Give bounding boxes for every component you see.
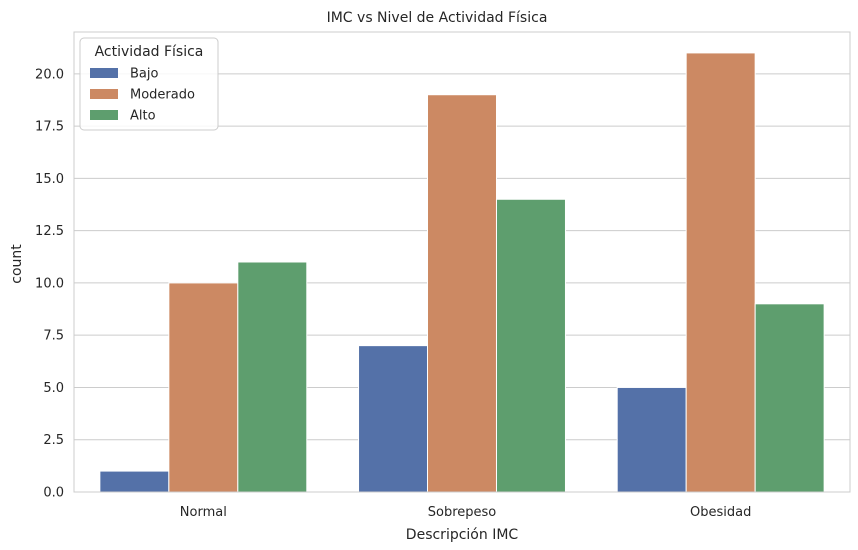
legend: Actividad Física Bajo Moderado Alto xyxy=(79,37,219,131)
y-tick-label: 5.0 xyxy=(43,381,64,396)
chart-title: IMC vs Nivel de Actividad Física xyxy=(327,10,548,26)
y-tick-label: 2.5 xyxy=(43,433,64,448)
y-tick-label: 15.0 xyxy=(35,172,64,187)
legend-box xyxy=(79,37,219,131)
x-tick-labels: Normal Sobrepeso Obesidad xyxy=(180,505,752,520)
legend-swatch-bajo xyxy=(90,68,118,78)
x-tick-label: Obesidad xyxy=(690,505,751,520)
bar-moderado-sobrepeso xyxy=(427,94,497,493)
bar-moderado-normal xyxy=(168,282,239,493)
bar-bajo-sobrepeso xyxy=(358,345,429,493)
x-axis-label: Descripción IMC xyxy=(406,527,519,543)
y-tick-label: 0.0 xyxy=(43,486,64,501)
bars xyxy=(99,52,825,493)
legend-label-alto: Alto xyxy=(130,109,156,124)
y-axis-label: count xyxy=(9,244,25,284)
legend-label-bajo: Bajo xyxy=(130,67,158,82)
bar-alto-normal xyxy=(237,261,308,493)
bar-bajo-normal xyxy=(99,470,170,493)
bar-alto-obesidad xyxy=(754,303,825,493)
legend-title: Actividad Física xyxy=(95,44,204,60)
x-tick-label: Normal xyxy=(180,505,227,520)
legend-swatch-alto xyxy=(90,110,118,120)
x-tick-label: Sobrepeso xyxy=(428,505,497,520)
y-tick-label: 7.5 xyxy=(43,329,64,344)
y-tick-label: 12.5 xyxy=(35,224,64,239)
bar-bajo-obesidad xyxy=(616,386,687,493)
y-tick-label: 10.0 xyxy=(35,276,64,291)
bar-alto-sobrepeso xyxy=(495,198,566,493)
legend-swatch-moderado xyxy=(90,89,118,99)
y-tick-label: 20.0 xyxy=(35,67,64,82)
legend-label-moderado: Moderado xyxy=(130,88,195,103)
bar-moderado-obesidad xyxy=(685,52,756,493)
plot-frame xyxy=(73,31,851,493)
y-tick-labels: 0.0 2.5 5.0 7.5 10.0 12.5 15.0 17.5 20.0 xyxy=(35,67,64,500)
y-tick-label: 17.5 xyxy=(35,120,64,135)
